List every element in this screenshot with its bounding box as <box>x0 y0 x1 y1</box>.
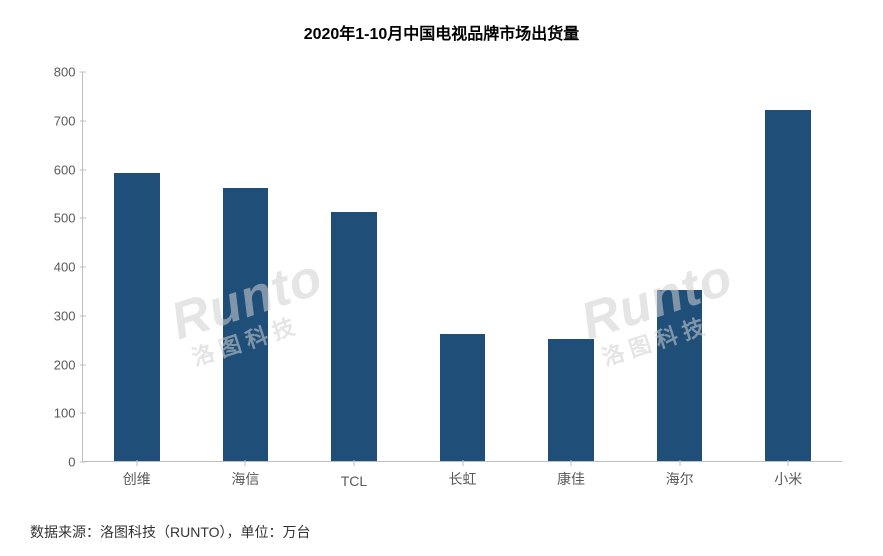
y-tick: 0 <box>32 455 82 470</box>
bar <box>657 290 703 461</box>
y-tick-label: 500 <box>32 211 76 226</box>
y-tick: 100 <box>32 406 82 421</box>
y-tick-label: 0 <box>32 455 76 470</box>
y-tick: 300 <box>32 308 82 323</box>
bar <box>223 188 269 461</box>
chart-area: 0100200300400500600700800 创维海信TCL长虹康佳海尔小… <box>32 62 852 502</box>
x-tick-mark <box>679 460 680 466</box>
y-tick: 600 <box>32 162 82 177</box>
x-tick-label: 海信 <box>231 469 259 489</box>
bar <box>440 334 486 461</box>
y-tick-label: 600 <box>32 162 76 177</box>
bar <box>331 212 377 461</box>
y-tick-label: 100 <box>32 406 76 421</box>
y-tick-label: 700 <box>32 113 76 128</box>
y-tick: 800 <box>32 65 82 80</box>
y-tick: 700 <box>32 113 82 128</box>
x-tick-label: 小米 <box>774 469 802 489</box>
x-tick-mark <box>245 460 246 466</box>
bars-container <box>83 72 842 461</box>
plot-region: 创维海信TCL长虹康佳海尔小米 Runto洛图科技Runto洛图科技 <box>82 72 842 462</box>
x-tick-label: 康佳 <box>557 469 585 489</box>
bar <box>114 173 160 461</box>
y-tick: 200 <box>32 357 82 372</box>
x-tick-mark <box>571 460 572 466</box>
bar <box>765 110 811 461</box>
x-tick-mark <box>462 460 463 466</box>
y-tick-label: 200 <box>32 357 76 372</box>
y-tick-label: 800 <box>32 65 76 80</box>
x-tick-label: 长虹 <box>449 469 477 489</box>
x-tick-mark <box>136 460 137 466</box>
y-tick-label: 300 <box>32 308 76 323</box>
y-tick: 400 <box>32 260 82 275</box>
x-tick-mark <box>353 460 354 466</box>
chart-title: 2020年1-10月中国电视品牌市场出货量 <box>30 20 853 44</box>
y-tick: 500 <box>32 211 82 226</box>
bar <box>548 339 594 461</box>
x-tick-label: TCL <box>341 473 367 489</box>
y-tick-label: 400 <box>32 260 76 275</box>
x-tick-label: 创维 <box>123 469 151 489</box>
x-tick-label: 海尔 <box>666 469 694 489</box>
x-tick-mark <box>788 460 789 466</box>
data-source-footer: 数据来源：洛图科技（RUNTO），单位：万台 <box>30 522 311 542</box>
